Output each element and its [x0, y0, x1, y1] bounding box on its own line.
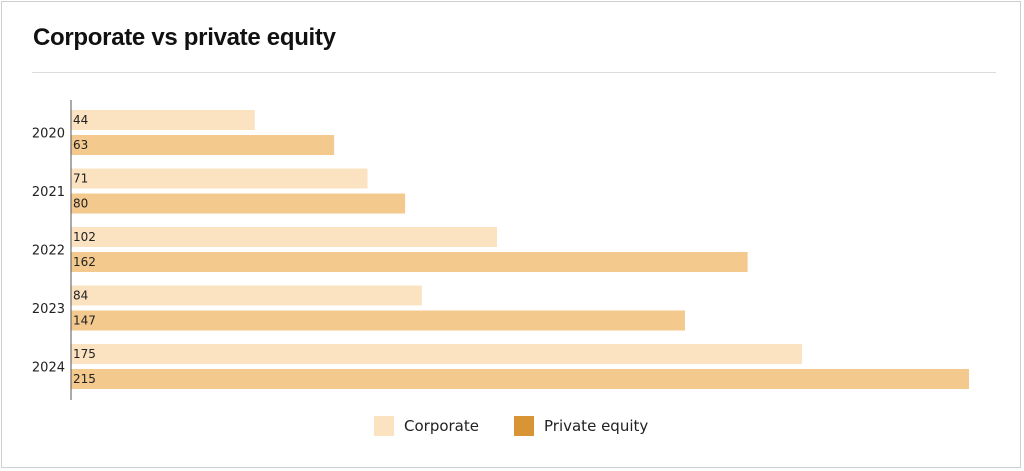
- y-tick-label-2022: 2022: [32, 244, 65, 259]
- legend-item-private-equity[interactable]: Private equity: [514, 416, 648, 436]
- bar-private-equity-2020: [71, 135, 335, 155]
- legend-swatch-private-equity: [514, 416, 534, 436]
- bar-corporate-2020: [71, 110, 255, 130]
- legend-label-private-equity: Private equity: [544, 417, 649, 435]
- bar-private-equity-2023: [71, 310, 685, 331]
- bar-private-equity-2022: [71, 252, 748, 272]
- bar-corporate-2021: [71, 168, 368, 189]
- y-tick-label-2023: 2023: [32, 302, 65, 317]
- data-label-private-equity-2021: 80: [73, 197, 88, 211]
- bar-corporate-2022: [71, 227, 498, 247]
- bar-private-equity-2021: [71, 193, 406, 214]
- y-tick-label-2021: 2021: [32, 185, 65, 200]
- bar-private-equity-2024: [71, 369, 969, 389]
- y-tick-label-2020: 2020: [32, 127, 65, 142]
- data-label-corporate-2020: 44: [73, 113, 88, 127]
- data-label-corporate-2021: 71: [73, 172, 88, 186]
- legend: Corporate Private equity: [0, 416, 1024, 440]
- data-label-corporate-2023: 84: [73, 289, 88, 303]
- data-label-private-equity-2022: 162: [73, 255, 96, 269]
- bar-corporate-2023: [71, 285, 422, 306]
- title-divider: [32, 72, 996, 73]
- data-label-corporate-2022: 102: [73, 230, 96, 244]
- chart-title: Corporate vs private equity: [33, 24, 336, 51]
- data-label-private-equity-2020: 63: [73, 138, 88, 152]
- data-label-private-equity-2023: 147: [73, 314, 96, 328]
- legend-label-corporate: Corporate: [404, 417, 479, 435]
- bar-corporate-2024: [71, 344, 802, 364]
- data-label-corporate-2024: 175: [73, 347, 96, 361]
- data-label-private-equity-2024: 215: [73, 372, 96, 386]
- legend-swatch-corporate: [374, 416, 394, 436]
- legend-item-corporate[interactable]: Corporate: [374, 416, 479, 436]
- y-tick-label-2024: 2024: [32, 361, 65, 376]
